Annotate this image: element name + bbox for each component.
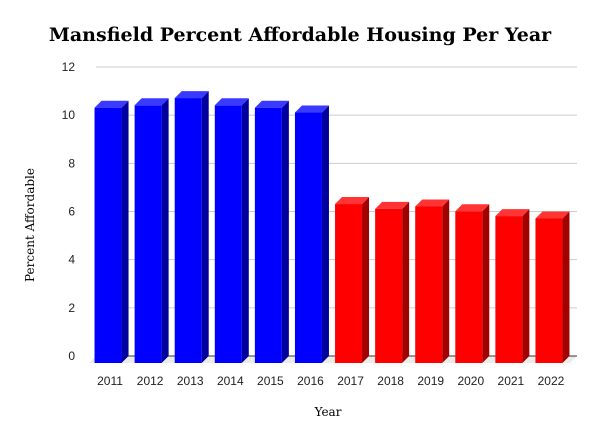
x-tick-label: 2017	[337, 374, 364, 388]
bar-side-face	[562, 211, 570, 363]
y-tick-label: 6	[68, 205, 75, 219]
x-tick-label: 2011	[97, 374, 123, 388]
y-tick-label: 0	[68, 349, 75, 363]
bar-2021	[495, 209, 530, 363]
bar-top-face	[174, 91, 209, 99]
bar-front-face	[415, 206, 443, 363]
bar-side-face	[121, 100, 129, 363]
bar-2015	[254, 100, 289, 363]
bar-2020	[455, 204, 490, 363]
bar-2017	[335, 197, 370, 363]
bar-2019	[415, 199, 450, 363]
bar-front-face	[294, 112, 322, 364]
bar-side-face	[281, 100, 289, 363]
bar-front-face	[495, 216, 523, 363]
bar-2018	[375, 201, 410, 363]
bar-front-face	[375, 208, 403, 363]
floor-plane	[89, 356, 577, 363]
bar-side-face	[522, 209, 530, 363]
y-tick-label: 4	[68, 253, 75, 267]
x-tick-label: 2012	[137, 374, 164, 388]
bar-top-face	[335, 197, 370, 205]
bar-side-face	[402, 201, 410, 363]
x-tick-label: 2021	[498, 374, 525, 388]
bar-top-face	[294, 105, 329, 113]
bar-front-face	[94, 107, 122, 363]
bar-top-face	[415, 199, 450, 207]
x-axis-ticks: 2011 2012 2013 2014 2015 2016 2017 2018 2019 2020…	[97, 374, 564, 388]
bar-side-face	[161, 98, 169, 363]
x-tick-label: 2016	[297, 374, 324, 388]
bar-side-face	[201, 91, 209, 363]
bar-front-face	[535, 218, 563, 363]
bar-front-face	[174, 98, 202, 363]
x-tick-label: 2022	[538, 374, 565, 388]
x-tick-label: 2015	[257, 374, 284, 388]
bar-front-face	[335, 204, 363, 363]
bar-side-face	[482, 204, 490, 363]
x-tick-label: 2014	[217, 374, 244, 388]
bar-side-face	[442, 199, 450, 363]
x-tick-label: 2013	[177, 374, 204, 388]
bar-top-face	[375, 201, 410, 209]
bar-side-face	[321, 105, 329, 364]
y-axis-label: Percent Affordable	[23, 168, 37, 282]
bar-2016	[294, 105, 329, 364]
bar-2022	[535, 211, 570, 363]
y-tick-label: 8	[68, 156, 75, 170]
bar-front-face	[254, 107, 282, 363]
bar-top-face	[455, 204, 490, 212]
y-tick-label: 10	[62, 108, 76, 122]
bars	[94, 91, 570, 364]
x-axis-label: Year	[314, 405, 342, 419]
y-tick-label: 12	[62, 60, 76, 74]
bar-top-face	[495, 209, 530, 217]
bar-front-face	[455, 211, 483, 363]
x-tick-label: 2019	[417, 374, 444, 388]
bar-top-face	[214, 98, 249, 106]
bar-side-face	[241, 98, 249, 363]
bar-side-face	[362, 197, 370, 363]
chart-title: Mansfield Percent Affordable Housing Per…	[49, 24, 552, 46]
bar-2013	[174, 91, 209, 363]
y-axis-ticks: 0 2 4 6 8 10 12	[62, 60, 76, 363]
bar-2014	[214, 98, 249, 363]
bar-2012	[134, 98, 169, 363]
x-tick-label: 2020	[457, 374, 484, 388]
bar-front-face	[134, 105, 162, 363]
bar-top-face	[254, 100, 289, 108]
bar-2011	[94, 100, 129, 363]
bar-top-face	[94, 100, 129, 108]
bar-top-face	[134, 98, 169, 106]
x-tick-label: 2018	[377, 374, 404, 388]
bar-front-face	[214, 105, 242, 363]
bar-top-face	[535, 211, 570, 219]
y-tick-label: 2	[68, 301, 75, 315]
